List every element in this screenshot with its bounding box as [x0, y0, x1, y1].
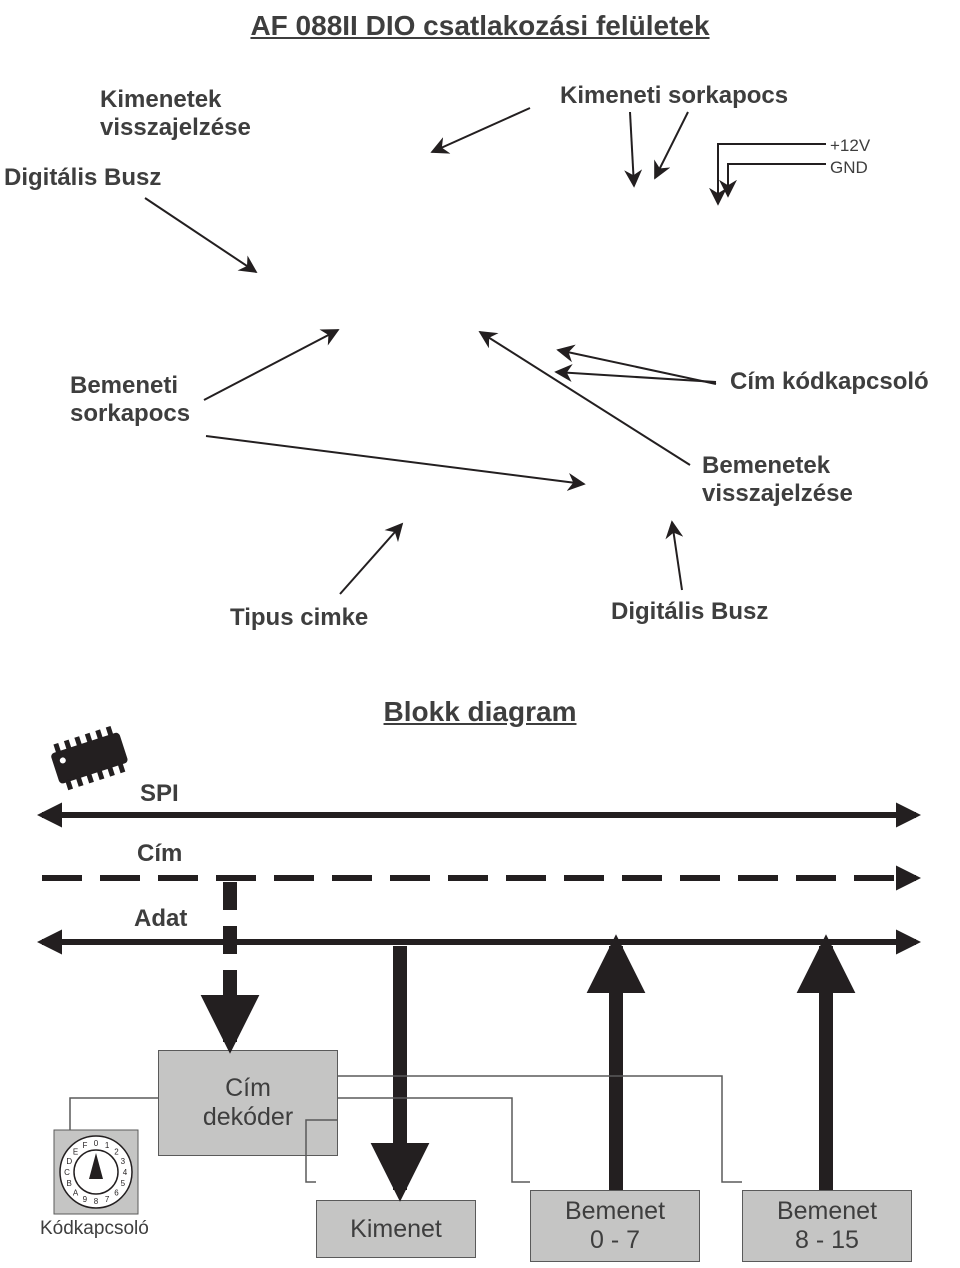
svg-text:6: 6 [114, 1189, 119, 1198]
svg-text:8: 8 [94, 1197, 99, 1206]
label-gnd: GND [830, 158, 868, 178]
svg-text:F: F [82, 1141, 87, 1150]
label-bemenetek-vissza: Bemenetek visszajelzése [702, 452, 853, 508]
box-bemenet-8-15: Bemenet 8 - 15 [742, 1190, 912, 1262]
svg-text:2: 2 [114, 1147, 119, 1156]
box-kimenet: Kimenet [316, 1200, 476, 1258]
svg-text:C: C [64, 1168, 70, 1177]
label-digitalis-busz-top: Digitális Busz [4, 164, 161, 192]
svg-text:0: 0 [94, 1139, 99, 1148]
label-bemeneti-sorkapocs: Bemeneti sorkapocs [70, 372, 190, 428]
label-12v: +12V [830, 136, 870, 156]
box-bemenet-0-7: Bemenet 0 - 7 [530, 1190, 700, 1262]
svg-text:7: 7 [105, 1195, 110, 1204]
label-kodkapcsolo: Kódkapcsoló [40, 1218, 149, 1240]
svg-text:9: 9 [83, 1195, 88, 1204]
label-spi: SPI [140, 780, 179, 808]
page-title: AF 088II DIO csatlakozási felületek [250, 10, 709, 42]
svg-text:B: B [67, 1179, 72, 1188]
svg-text:1: 1 [105, 1141, 110, 1150]
svg-text:3: 3 [121, 1157, 126, 1166]
svg-text:4: 4 [123, 1168, 128, 1177]
label-kimenetek-vissza: Kimenetek visszajelzése [100, 86, 251, 142]
svg-text:E: E [73, 1147, 78, 1156]
svg-text:D: D [66, 1157, 72, 1166]
label-adat: Adat [134, 905, 187, 933]
label-digitalis-busz-bot: Digitális Busz [611, 598, 768, 626]
subtitle: Blokk diagram [384, 696, 577, 728]
svg-text:5: 5 [121, 1179, 126, 1188]
svg-text:A: A [73, 1189, 79, 1198]
label-kimeneti-sorkapocs: Kimeneti sorkapocs [560, 82, 788, 110]
label-cim: Cím [137, 840, 182, 868]
label-cim-kodkapcsolo: Cím kódkapcsoló [730, 368, 929, 396]
box-cim-dekoder: Cím dekóder [158, 1050, 338, 1156]
label-tipus-cimke: Tipus cimke [230, 604, 368, 632]
